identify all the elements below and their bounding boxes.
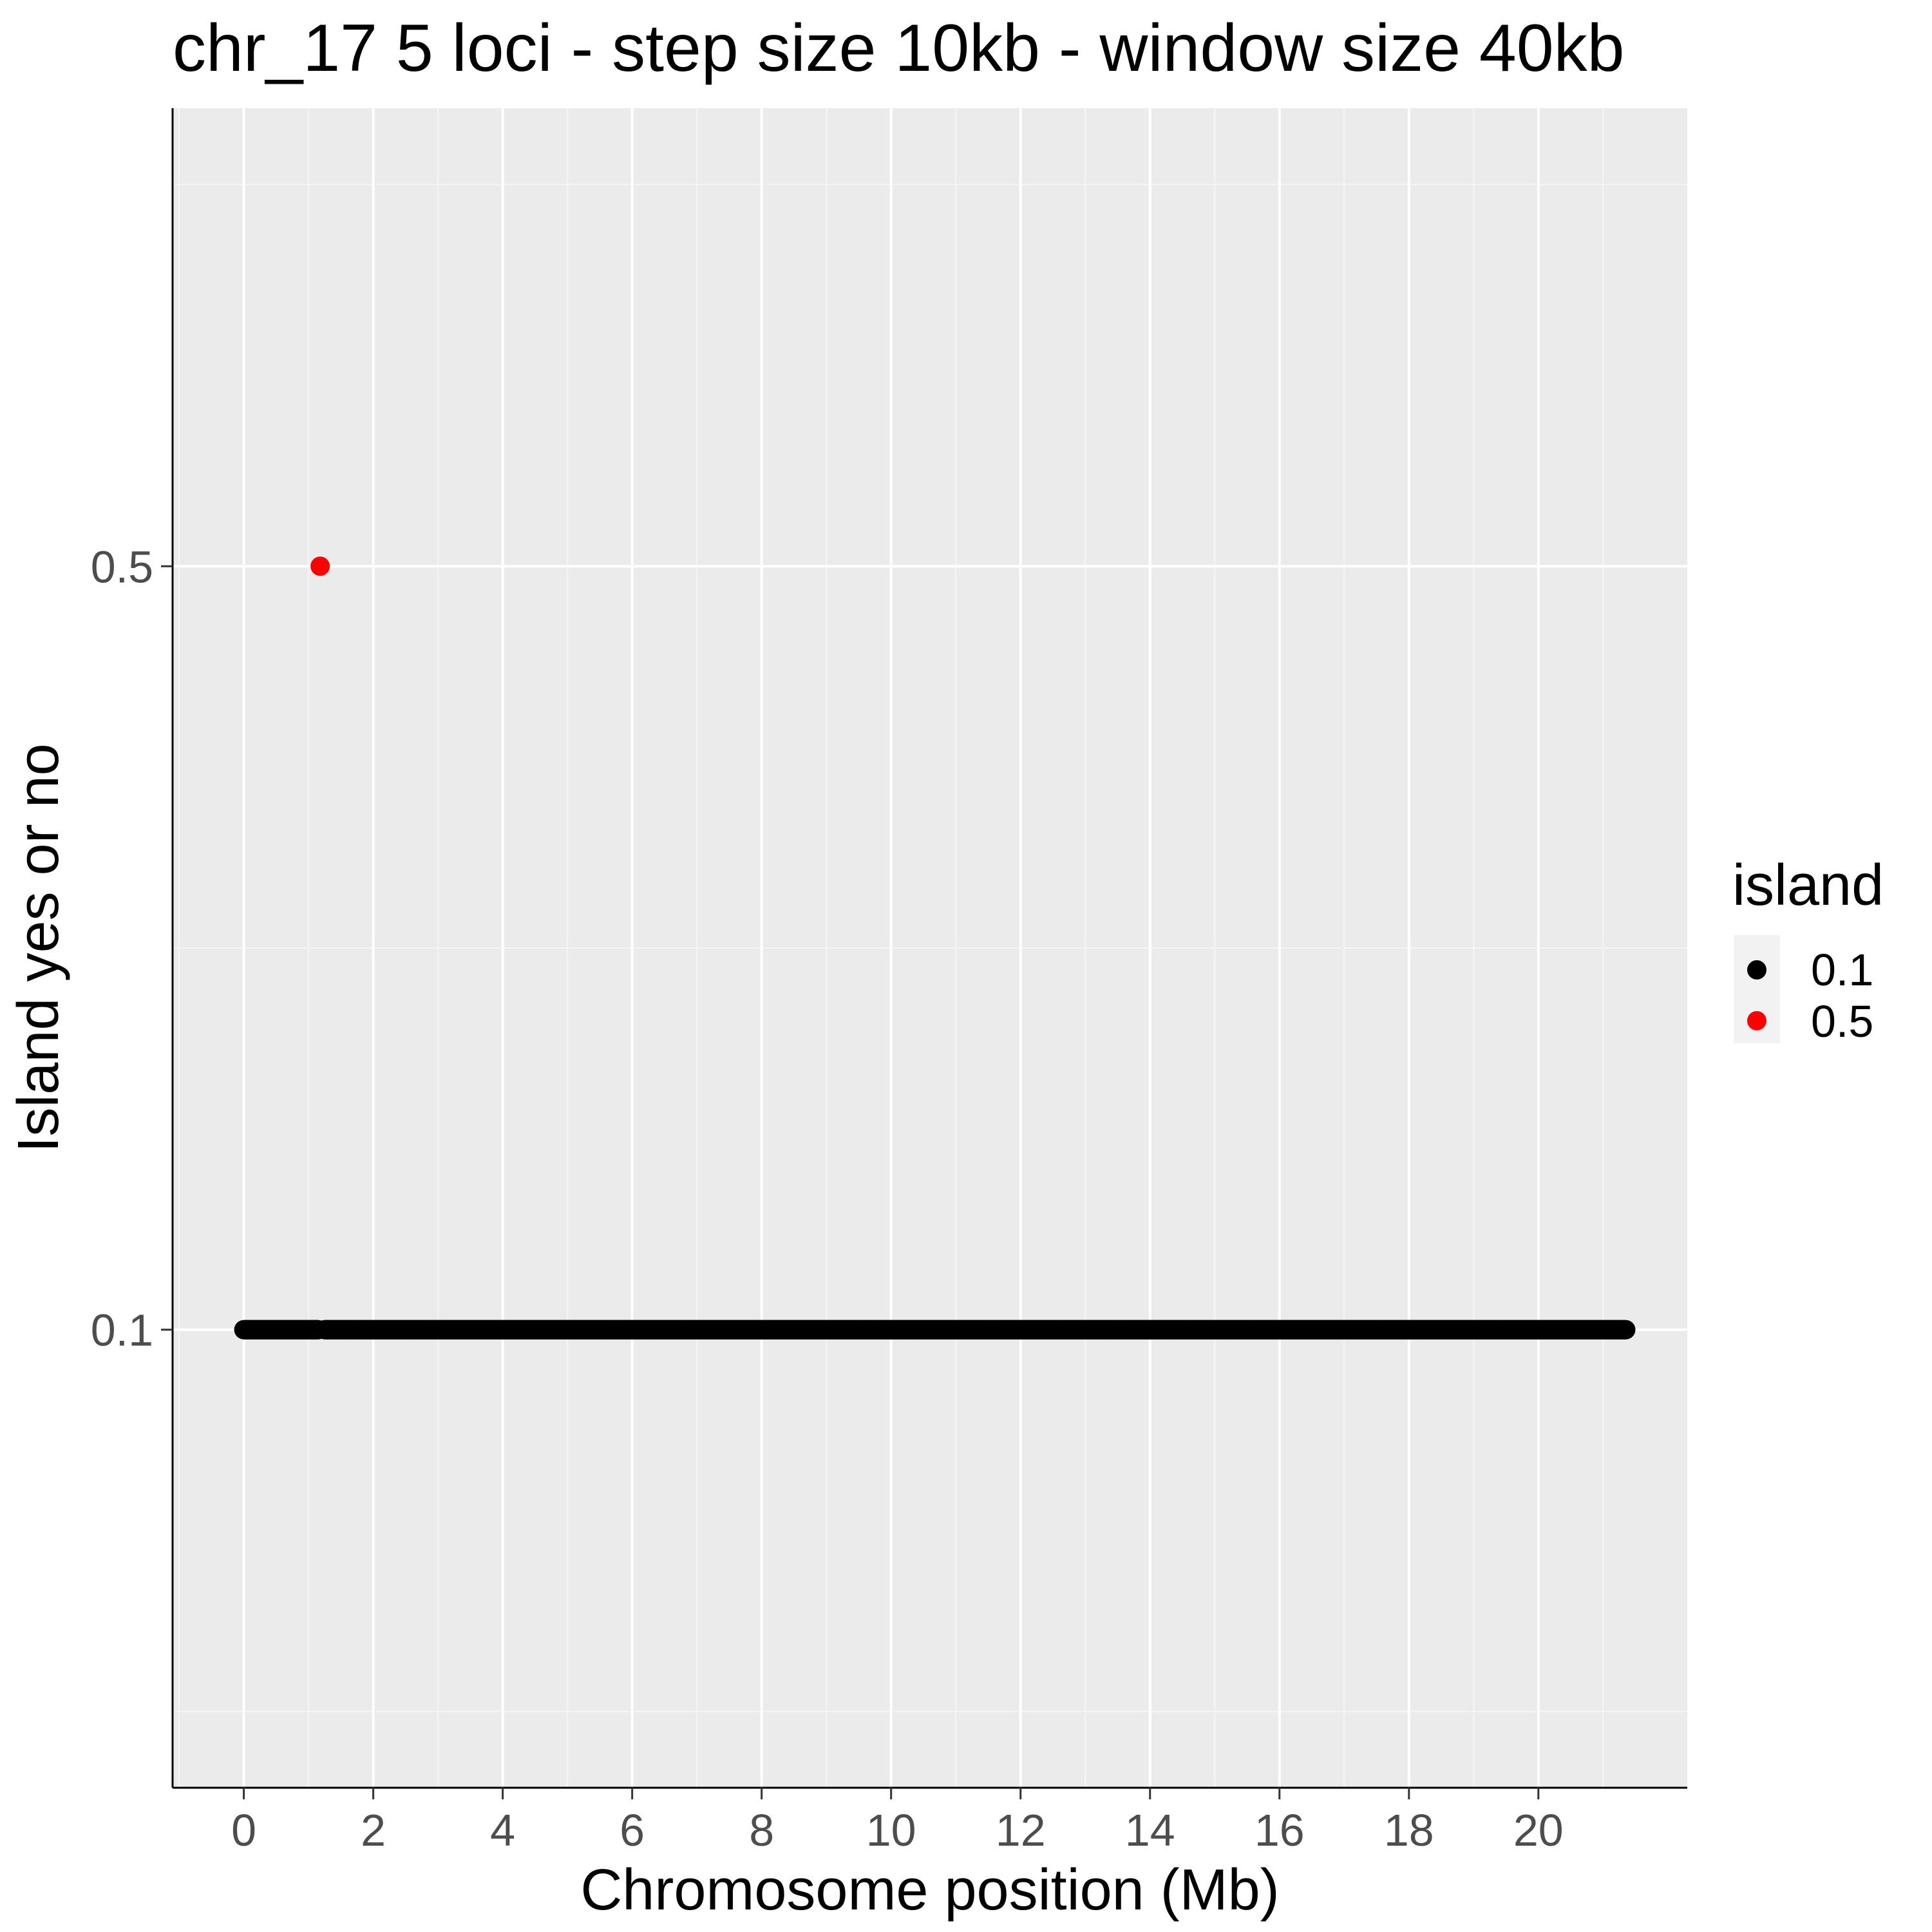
y-axis-title: Island yes or no — [6, 743, 71, 1152]
x-tick-label: 8 — [749, 1805, 774, 1855]
data-point — [310, 556, 330, 576]
y-tick-label: 0.1 — [91, 1305, 153, 1356]
chart-title: chr_17 5 loci - step size 10kb - window … — [173, 11, 1624, 86]
x-axis-title: Chromosome position (Mb) — [580, 1858, 1279, 1922]
y-tick-label: 0.5 — [91, 542, 153, 592]
x-tick-label: 20 — [1513, 1805, 1564, 1855]
legend-key-0.1 — [1747, 960, 1766, 980]
x-tick-label: 6 — [620, 1805, 645, 1855]
y-axis-ticks: 0.1 0.5 — [91, 542, 173, 1356]
x-tick-label: 4 — [490, 1805, 515, 1855]
minor-grid — [173, 108, 1687, 1788]
data-points — [234, 556, 1636, 1340]
legend-label-0.5: 0.5 — [1811, 996, 1873, 1046]
legend-label-0.1: 0.1 — [1811, 945, 1873, 995]
x-tick-label: 0 — [231, 1805, 256, 1855]
data-point — [1616, 1320, 1636, 1340]
x-tick-label: 12 — [996, 1805, 1046, 1855]
legend: island 0.1 0.5 — [1732, 853, 1884, 1046]
legend-title: island — [1732, 853, 1884, 918]
legend-key-0.5 — [1747, 1011, 1766, 1030]
x-axis-ticks: 0 2 4 6 8 10 12 14 16 18 20 — [231, 1788, 1564, 1855]
major-grid — [173, 108, 1687, 1788]
x-tick-label: 14 — [1125, 1805, 1175, 1855]
x-tick-label: 10 — [866, 1805, 916, 1855]
x-tick-label: 18 — [1384, 1805, 1434, 1855]
x-tick-label: 16 — [1255, 1805, 1305, 1855]
x-tick-label: 2 — [361, 1805, 386, 1855]
